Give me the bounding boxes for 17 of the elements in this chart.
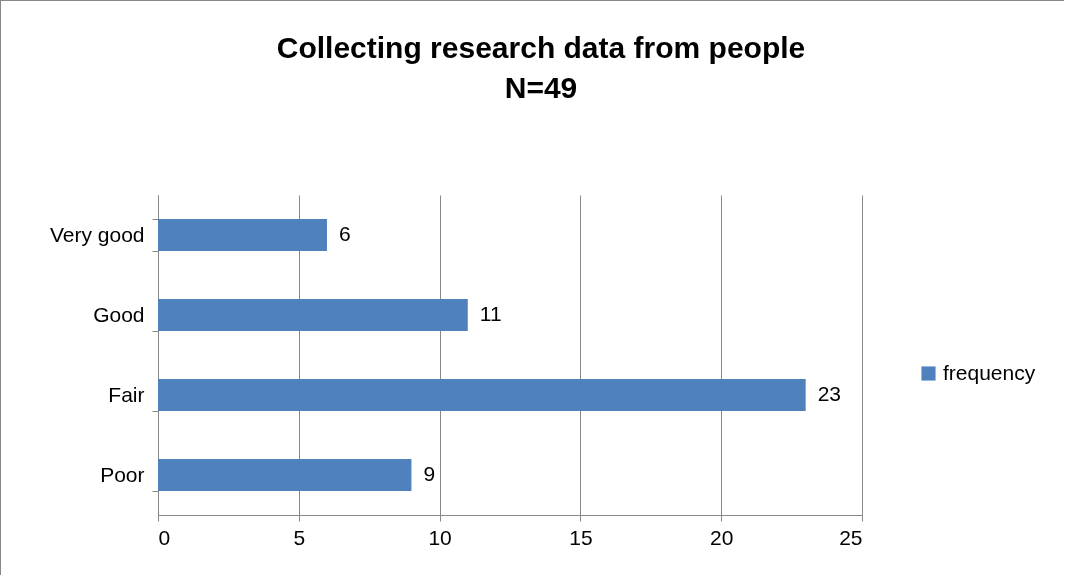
x-tick-label: 0 (158, 525, 171, 549)
data-label: 23 (817, 382, 842, 405)
x-tick-label: 20 (710, 525, 734, 549)
legend-label: frequency (943, 360, 1036, 384)
data-label: 11 (479, 302, 502, 325)
y-tick-label: Good (93, 302, 145, 326)
chart-subtitle: N=49 (504, 71, 578, 104)
y-tick-label: Poor (100, 462, 145, 486)
data-label: 6 (338, 222, 351, 245)
x-tick-label: 10 (428, 525, 452, 549)
chart-title: Collecting research data from people (276, 31, 806, 64)
y-tick-label: Fair (108, 382, 145, 406)
y-tick-label: Very good (49, 222, 145, 246)
data-label: 9 (423, 462, 436, 485)
x-tick-label: 15 (569, 525, 593, 549)
x-tick-label: 25 (839, 525, 863, 549)
x-tick-label: 5 (293, 525, 306, 549)
